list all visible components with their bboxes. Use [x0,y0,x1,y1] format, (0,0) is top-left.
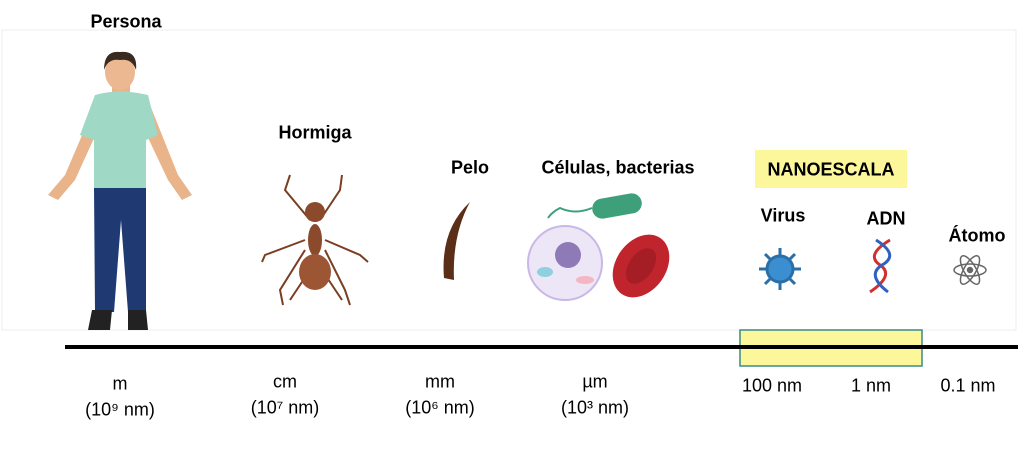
object-label: Virus [760,205,806,226]
dna-icon [869,238,892,294]
hair-icon [443,202,470,280]
scale-unit: 100 nm [741,375,803,396]
cells-icon [527,193,670,301]
ant-icon [261,174,369,306]
object-label: Átomo [948,225,1006,246]
scale-unit: 0.1 nm [940,375,996,396]
object-label: ADN [866,208,906,229]
scale-nm: (10⁷ nm) [250,397,320,418]
virus-icon [759,248,801,290]
person-icon [48,51,192,330]
scale-unit: cm [273,371,297,392]
scale-nm: (10⁹ nm) [85,399,155,420]
object-label: Hormiga [278,122,352,143]
nanoscale-label-box [755,150,907,188]
scale-unit: 1 nm [850,375,892,396]
scale-unit: m [112,373,128,394]
object-label: Persona [90,11,162,32]
scale-nm: (10⁶ nm) [405,397,475,418]
object-label: Células, bacterias [541,157,695,178]
object-label: Pelo [450,157,490,178]
scale-unit: mm [425,371,455,392]
scale-unit: µm [582,371,608,392]
nanoscale-label: NANOESCALA [767,159,895,180]
atom-icon [953,255,987,285]
scale-nm: (10³ nm) [560,397,630,418]
